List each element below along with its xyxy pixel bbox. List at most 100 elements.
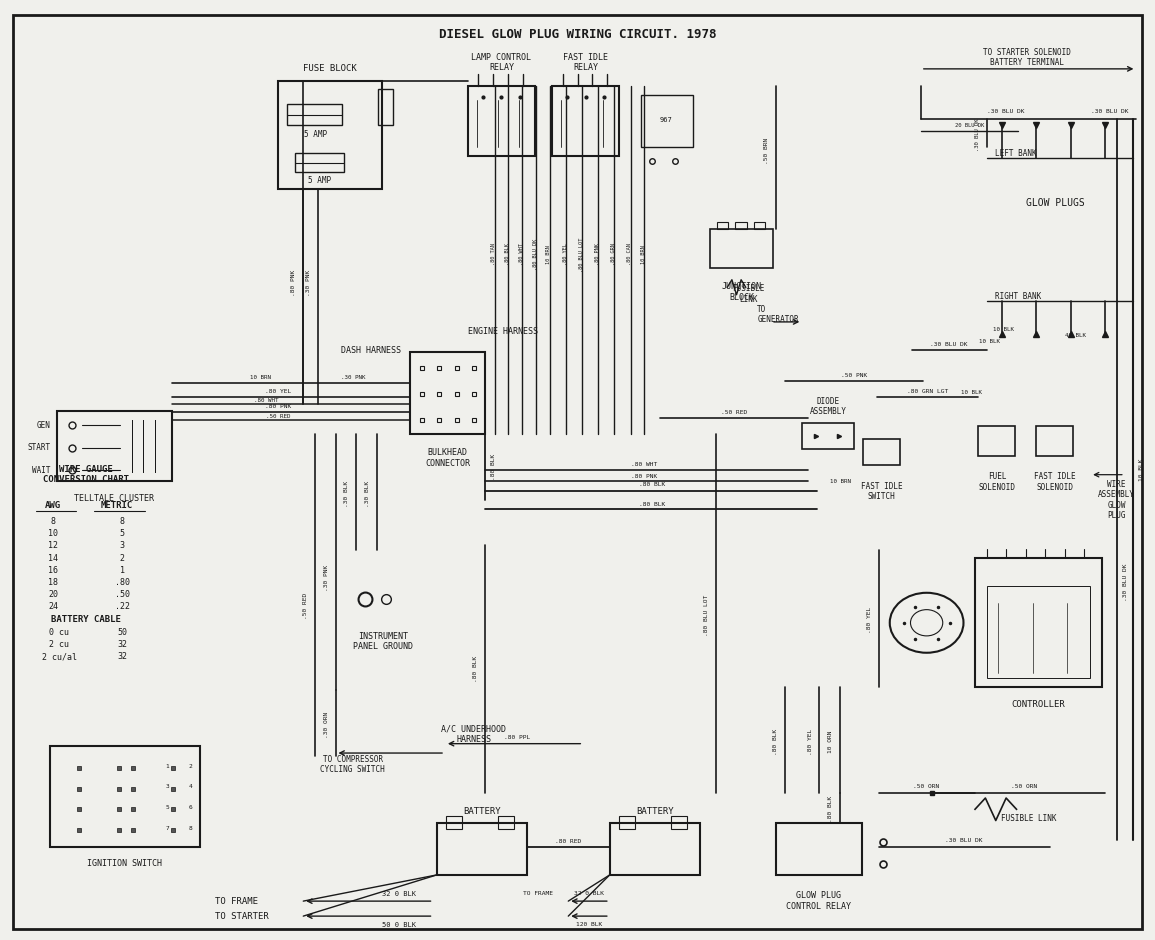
Text: 20: 20 bbox=[49, 590, 58, 599]
Text: GLOW PLUG
CONTROL RELAY: GLOW PLUG CONTROL RELAY bbox=[787, 891, 851, 911]
Text: 10 BLK: 10 BLK bbox=[1139, 459, 1143, 481]
Text: 5 AMP: 5 AMP bbox=[308, 176, 331, 185]
Text: FAST IDLE
SOLENOID: FAST IDLE SOLENOID bbox=[1034, 473, 1075, 492]
Bar bbox=[552, 86, 619, 156]
Text: CONTROLLER: CONTROLLER bbox=[1012, 699, 1065, 709]
Bar bbox=[717, 222, 729, 229]
Text: 6: 6 bbox=[188, 805, 192, 810]
Text: .50 RED: .50 RED bbox=[266, 415, 290, 419]
Text: WIRE
ASSEMBLY
GLOW
PLUG: WIRE ASSEMBLY GLOW PLUG bbox=[1098, 480, 1135, 520]
Text: 32 0 BLK: 32 0 BLK bbox=[574, 891, 604, 896]
Text: .50 RED: .50 RED bbox=[303, 593, 308, 619]
Text: .80 RED: .80 RED bbox=[556, 838, 581, 843]
Text: .50: .50 bbox=[114, 590, 129, 599]
Text: 3: 3 bbox=[120, 541, 125, 551]
Bar bbox=[736, 222, 747, 229]
Text: 10 BLK: 10 BLK bbox=[979, 339, 1000, 344]
Bar bbox=[710, 229, 774, 269]
Text: 18: 18 bbox=[49, 578, 58, 587]
Text: .30 PNK: .30 PNK bbox=[306, 270, 312, 296]
Text: BULKHEAD
CONNECTOR: BULKHEAD CONNECTOR bbox=[425, 448, 470, 467]
Text: .80 WHT: .80 WHT bbox=[519, 243, 523, 265]
Text: .30 PNK: .30 PNK bbox=[341, 375, 365, 380]
Text: .30 ORN: .30 ORN bbox=[323, 712, 329, 738]
Bar bbox=[610, 823, 700, 875]
Text: 10: 10 bbox=[49, 529, 58, 539]
Text: INSTRUMENT
PANEL GROUND: INSTRUMENT PANEL GROUND bbox=[352, 632, 412, 651]
Text: WIRE GAUGE
CONVERSION CHART: WIRE GAUGE CONVERSION CHART bbox=[43, 465, 128, 484]
Bar bbox=[378, 89, 393, 125]
Text: 8: 8 bbox=[51, 517, 55, 526]
Text: .80 CAN: .80 CAN bbox=[627, 243, 632, 265]
Text: .30 BLU DK: .30 BLU DK bbox=[1123, 564, 1127, 602]
Text: .30 BLK: .30 BLK bbox=[344, 480, 349, 507]
Text: TO FRAME: TO FRAME bbox=[215, 897, 258, 905]
Text: 2: 2 bbox=[120, 554, 125, 563]
Text: 40 BLK: 40 BLK bbox=[1065, 334, 1086, 338]
Text: .80 PNK: .80 PNK bbox=[264, 404, 291, 409]
Text: .80 PNK: .80 PNK bbox=[595, 243, 599, 265]
Text: .30 PNK: .30 PNK bbox=[323, 565, 329, 591]
Text: 10 BLK: 10 BLK bbox=[961, 390, 982, 395]
Text: TO STARTER: TO STARTER bbox=[215, 912, 268, 920]
Bar bbox=[863, 439, 900, 465]
Text: 16: 16 bbox=[49, 566, 58, 574]
Text: FUSE BLOCK: FUSE BLOCK bbox=[303, 64, 357, 73]
Text: .80 PPL: .80 PPL bbox=[505, 734, 530, 740]
Text: 2 cu: 2 cu bbox=[49, 640, 69, 649]
Text: GEN: GEN bbox=[37, 420, 51, 430]
Text: .80 YEL: .80 YEL bbox=[807, 728, 813, 755]
Text: 32: 32 bbox=[118, 640, 127, 649]
Text: DIESEL GLOW PLUG WIRING CIRCUIT. 1978: DIESEL GLOW PLUG WIRING CIRCUIT. 1978 bbox=[439, 27, 716, 40]
Text: IGNITION SWITCH: IGNITION SWITCH bbox=[87, 859, 162, 869]
Bar bbox=[57, 411, 172, 481]
Bar bbox=[410, 352, 485, 434]
Text: .30 BLU DK: .30 BLU DK bbox=[988, 109, 1024, 115]
Text: TO
GENERATOR: TO GENERATOR bbox=[758, 305, 799, 324]
Text: 7: 7 bbox=[165, 825, 169, 831]
Text: DIODE
ASSEMBLY: DIODE ASSEMBLY bbox=[810, 397, 847, 416]
Text: AWG: AWG bbox=[45, 501, 61, 510]
Text: .80 BLK: .80 BLK bbox=[828, 796, 833, 822]
Text: 120 BLK: 120 BLK bbox=[576, 922, 602, 927]
Text: .80 PNK: .80 PNK bbox=[291, 270, 297, 296]
Text: GLOW PLUGS: GLOW PLUGS bbox=[1027, 198, 1085, 208]
Text: ENGINE HARNESS: ENGINE HARNESS bbox=[468, 327, 538, 336]
Text: .50 BRN: .50 BRN bbox=[763, 138, 769, 164]
Text: FAST IDLE
SWITCH: FAST IDLE SWITCH bbox=[860, 482, 902, 501]
Text: 10 BRN: 10 BRN bbox=[546, 245, 551, 264]
Bar bbox=[498, 816, 514, 829]
Bar bbox=[641, 95, 693, 147]
Bar bbox=[671, 816, 687, 829]
Text: .80 BLK: .80 BLK bbox=[491, 454, 497, 480]
Text: TO STARTER SOLENOID
BATTERY TERMINAL: TO STARTER SOLENOID BATTERY TERMINAL bbox=[983, 48, 1071, 68]
Text: LAMP CONTROL
RELAY: LAMP CONTROL RELAY bbox=[471, 53, 531, 72]
Text: 32 0 BLK: 32 0 BLK bbox=[382, 890, 416, 897]
Text: 967: 967 bbox=[660, 118, 672, 123]
Text: .30 BLU DK: .30 BLU DK bbox=[930, 342, 967, 347]
Bar bbox=[288, 104, 342, 125]
Text: .30 BLK: .30 BLK bbox=[365, 480, 370, 507]
Text: 10 BLK: 10 BLK bbox=[993, 327, 1014, 332]
Text: 10 BRN: 10 BRN bbox=[641, 245, 646, 264]
Text: .30 BLU DK: .30 BLU DK bbox=[1091, 109, 1128, 115]
Bar bbox=[446, 816, 462, 829]
Bar bbox=[975, 558, 1102, 687]
Text: .80 BLU LOT: .80 BLU LOT bbox=[703, 595, 709, 635]
Text: FUEL
SOLENOID: FUEL SOLENOID bbox=[978, 473, 1015, 492]
Text: .80 BLK: .80 BLK bbox=[505, 243, 509, 265]
Bar bbox=[296, 153, 343, 172]
Text: 50: 50 bbox=[118, 628, 127, 636]
Bar bbox=[776, 823, 862, 875]
Bar bbox=[50, 745, 200, 847]
Text: RIGHT BANK: RIGHT BANK bbox=[994, 292, 1041, 301]
Text: 2: 2 bbox=[188, 763, 192, 769]
Bar bbox=[986, 587, 1090, 678]
Text: .30 BLU DK: .30 BLU DK bbox=[945, 838, 982, 842]
Text: BATTERY CABLE: BATTERY CABLE bbox=[51, 616, 120, 624]
Bar bbox=[468, 86, 535, 156]
Text: BATTERY: BATTERY bbox=[463, 807, 500, 816]
Text: FUSIBLE
LINK: FUSIBLE LINK bbox=[732, 284, 765, 304]
Text: .50 RED: .50 RED bbox=[721, 411, 747, 415]
Bar bbox=[754, 222, 766, 229]
